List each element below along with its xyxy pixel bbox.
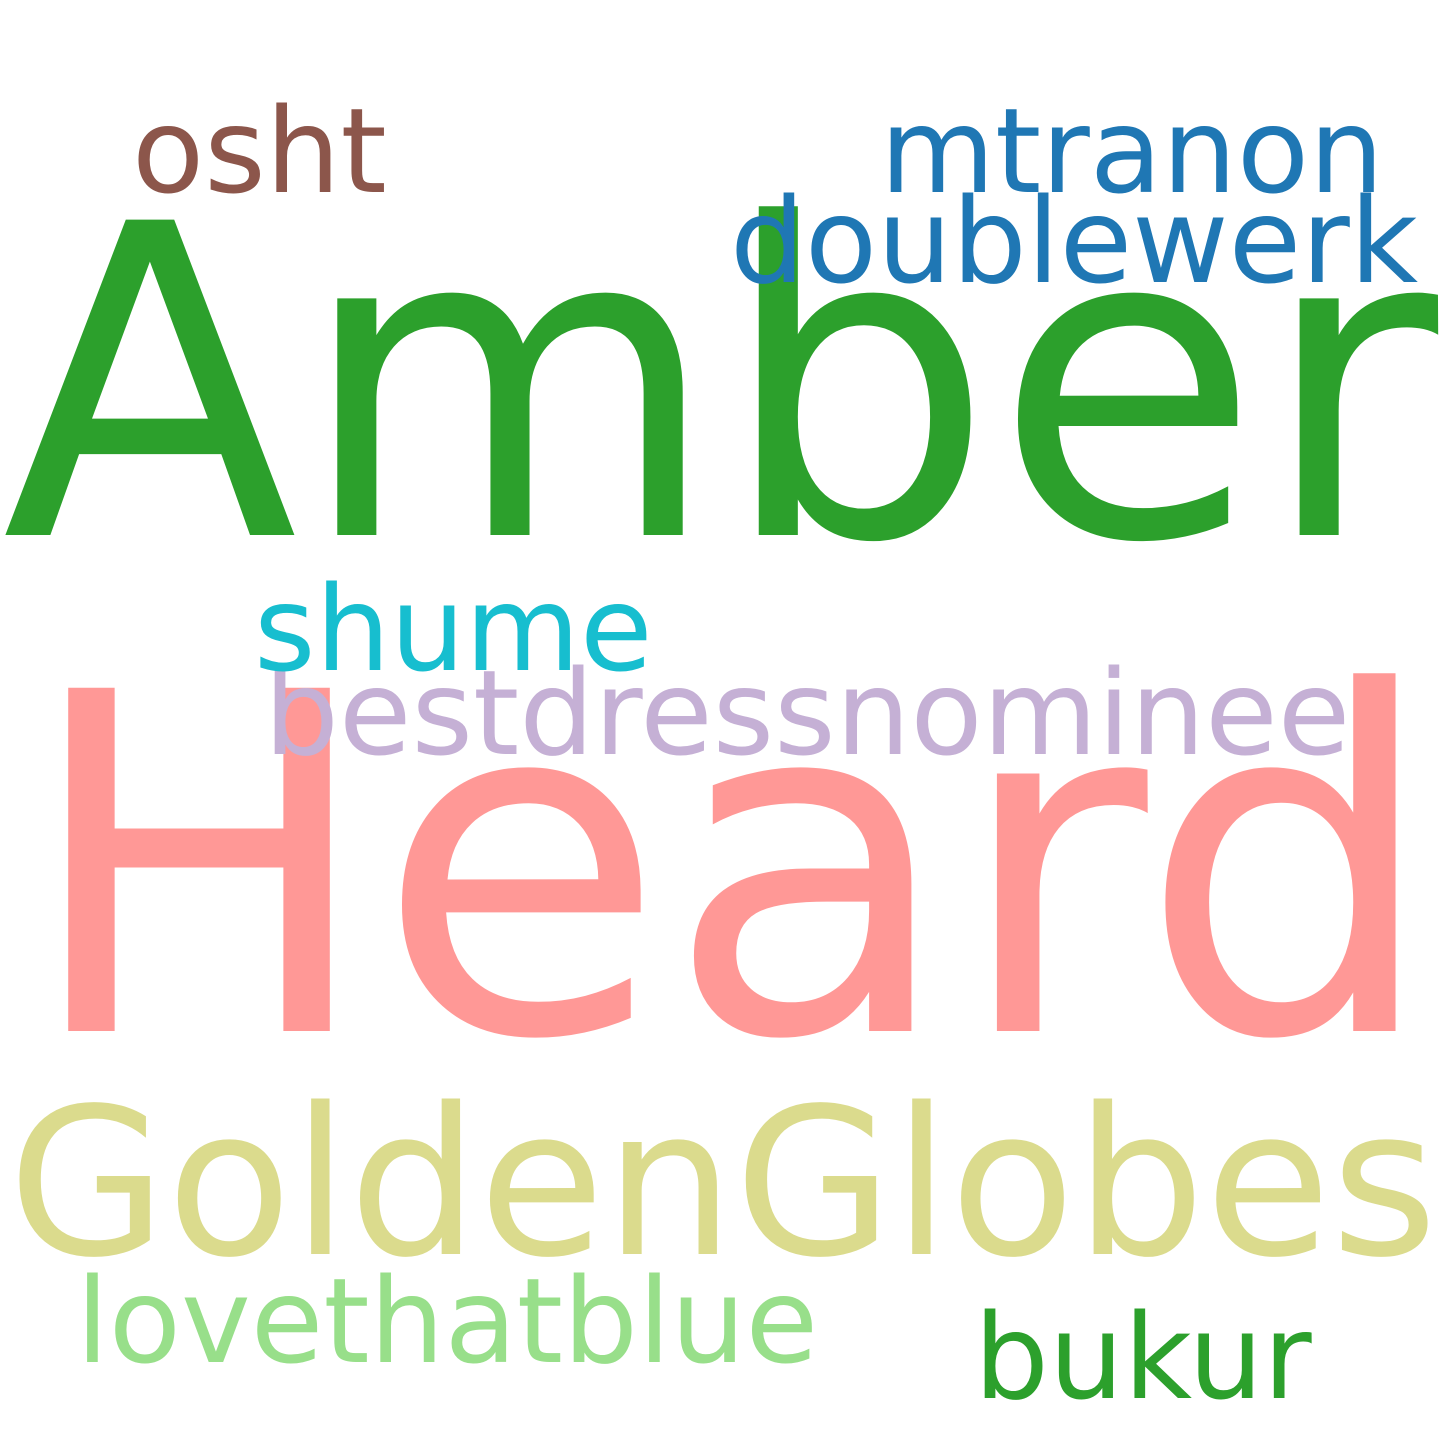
word-bukur: bukur xyxy=(974,1298,1312,1416)
word-shume: shume xyxy=(254,570,653,688)
word-osht: osht xyxy=(132,92,387,210)
word-lovethatblue: lovethatblue xyxy=(76,1262,818,1380)
word-doublewerk: doublewerk xyxy=(730,182,1418,300)
